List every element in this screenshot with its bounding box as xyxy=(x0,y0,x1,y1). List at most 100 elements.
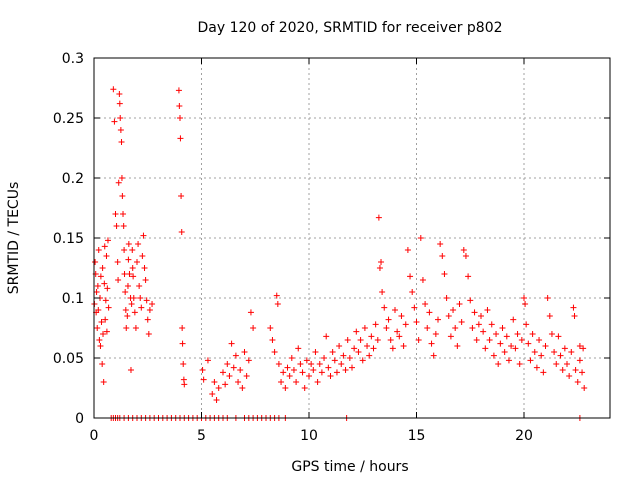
data-point xyxy=(97,343,104,349)
chart-title: Day 120 of 2020, SRMTID for receiver p80… xyxy=(197,20,502,36)
y-tick-label: 0.3 xyxy=(62,51,84,67)
data-point xyxy=(149,301,156,307)
data-point xyxy=(497,340,504,347)
data-point xyxy=(441,271,448,277)
data-points xyxy=(91,86,588,421)
data-point xyxy=(222,381,229,388)
data-point xyxy=(338,361,345,367)
data-point xyxy=(121,247,128,253)
y-tick-label: 0.15 xyxy=(53,231,84,247)
data-point xyxy=(146,307,153,313)
data-point xyxy=(230,364,237,371)
data-point xyxy=(321,355,328,361)
data-point xyxy=(105,304,112,311)
data-point xyxy=(114,259,121,265)
data-point xyxy=(409,289,416,295)
data-point xyxy=(115,277,122,283)
data-point xyxy=(527,357,534,364)
data-point xyxy=(179,340,186,347)
data-point xyxy=(137,295,144,301)
x-tick-label: 5 xyxy=(197,428,206,444)
data-point xyxy=(99,361,106,367)
data-point xyxy=(327,373,334,379)
data-point xyxy=(271,349,278,355)
data-point xyxy=(127,367,134,373)
data-point xyxy=(269,337,276,343)
data-point xyxy=(310,367,317,373)
data-point xyxy=(288,355,295,361)
y-tick-label: 0.25 xyxy=(53,111,84,127)
y-tick-label: 0 xyxy=(75,411,84,427)
data-point xyxy=(273,292,280,299)
data-point xyxy=(129,247,136,253)
data-point xyxy=(220,369,226,376)
data-point xyxy=(546,313,553,319)
data-point xyxy=(136,283,143,289)
data-point xyxy=(355,349,362,355)
data-point xyxy=(99,265,106,271)
data-point xyxy=(340,352,347,359)
data-point xyxy=(303,357,310,364)
data-point xyxy=(389,345,396,352)
data-point xyxy=(110,86,117,93)
data-point xyxy=(267,325,274,331)
data-point xyxy=(548,331,555,337)
data-point xyxy=(424,325,431,331)
data-point xyxy=(379,289,386,295)
data-point xyxy=(570,304,577,311)
data-point xyxy=(235,379,242,385)
data-point xyxy=(568,349,575,355)
data-point xyxy=(478,313,484,319)
data-point xyxy=(120,211,127,217)
data-point xyxy=(211,379,218,385)
data-point xyxy=(488,321,495,328)
data-point xyxy=(301,385,308,391)
data-point xyxy=(544,295,551,301)
x-tick-label: 20 xyxy=(515,428,533,444)
data-point xyxy=(275,361,282,367)
data-point xyxy=(353,328,360,335)
data-point xyxy=(465,273,472,280)
data-point xyxy=(103,328,110,335)
data-point xyxy=(580,345,587,352)
data-point xyxy=(209,391,216,397)
data-point xyxy=(551,349,558,355)
data-point xyxy=(101,280,108,287)
data-point xyxy=(346,355,353,361)
data-point xyxy=(475,321,482,328)
data-point xyxy=(398,313,405,319)
x-tick-label: 0 xyxy=(90,428,99,444)
data-point xyxy=(282,385,289,391)
data-point xyxy=(250,325,257,331)
data-point xyxy=(224,361,231,367)
data-point xyxy=(417,235,424,241)
grid xyxy=(94,58,610,418)
x-tick-label: 10 xyxy=(300,428,318,444)
data-point xyxy=(100,331,107,337)
data-point xyxy=(342,367,349,373)
data-point xyxy=(521,295,527,301)
data-point xyxy=(176,103,183,109)
data-point xyxy=(241,349,248,355)
data-point xyxy=(559,367,566,373)
data-point xyxy=(368,333,375,340)
data-point xyxy=(512,345,519,352)
data-point xyxy=(312,349,319,355)
data-point xyxy=(318,369,325,376)
data-point xyxy=(514,331,521,337)
data-point xyxy=(135,241,142,247)
data-point xyxy=(93,289,100,295)
data-point xyxy=(501,349,508,355)
data-point xyxy=(179,325,186,331)
data-point xyxy=(199,367,206,373)
data-point xyxy=(290,367,297,373)
data-point xyxy=(445,313,452,319)
data-point xyxy=(213,397,220,403)
data-point xyxy=(564,361,570,367)
data-point xyxy=(336,343,343,349)
data-point xyxy=(297,361,304,367)
data-point xyxy=(439,253,446,259)
data-point xyxy=(542,343,549,349)
data-point xyxy=(119,193,126,199)
data-point xyxy=(392,307,398,313)
